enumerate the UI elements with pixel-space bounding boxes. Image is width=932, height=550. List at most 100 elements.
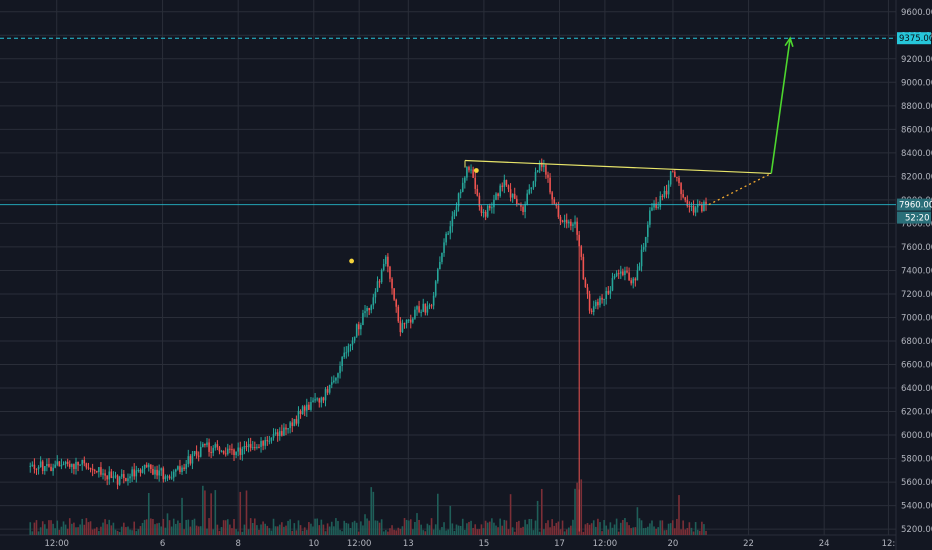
target-price-badge [897,32,931,45]
candle-body [665,190,668,195]
candle-body [603,298,605,300]
time-axis[interactable]: 12:00 6 8 10 12:00 13 15 17 12:00 20 22 24 12: [44,539,895,549]
candle-body [260,441,262,447]
x-tick-label: 20 [668,539,679,549]
volume-bar [143,519,146,535]
volume-bar [513,531,516,535]
volume-bar [301,530,304,535]
candle-body [634,278,637,281]
candle-body [374,291,377,298]
candle-body [152,468,154,475]
volume-bar [518,520,520,535]
volume-bar [368,520,370,535]
volume-bar [281,522,283,535]
candle-body [657,206,660,208]
volume-bar [243,524,246,535]
candle-body [339,365,341,374]
candle-body [368,307,370,311]
volume-bar [50,520,52,535]
volume-bar [141,522,144,535]
volume-bar [345,522,348,535]
candle-body [503,179,506,187]
volume-bar [114,529,117,535]
candle-body [71,464,73,467]
candle-body [168,476,171,479]
candle-body [193,451,196,455]
candle-body [391,278,393,289]
candle-body [486,205,489,217]
volume-bar [486,522,489,535]
volume-bar [603,520,605,535]
candle-body [366,307,368,312]
volume-bar [270,530,273,535]
candle-body [409,319,412,323]
volume-bar [630,528,632,535]
candle-body [133,469,136,477]
volume-bar [226,519,229,535]
volume-bar [160,526,163,535]
candle-body [73,464,75,469]
candle-body [563,219,566,223]
candle-body [81,459,84,465]
volume-bar [372,491,375,535]
volume-bar [376,520,379,535]
volume-bar [193,518,196,535]
candle-body [50,466,52,472]
candle-body [91,468,94,471]
candle-body [147,464,150,468]
candle-body [509,189,512,198]
candle-body [526,193,529,205]
volume-bar [613,524,616,535]
x-tick-label: 12:00 [593,539,618,549]
candle-body [308,404,310,410]
volume-bar [297,520,300,535]
candle-body [328,384,331,393]
candle-body [56,461,59,465]
candle-body [676,177,678,179]
candle-body [249,444,252,448]
candle-body [202,444,204,447]
candle-body [54,464,56,468]
candle-body [522,206,524,212]
candle-body [299,410,302,415]
volume-bar [58,529,61,535]
volume-bar [102,522,104,535]
volume-bar [349,527,352,535]
volume-bar [98,530,100,535]
target-arrow-head [784,36,794,48]
candle-body [314,399,316,401]
candle-body [378,281,381,283]
volume-bar [628,525,630,535]
candle-body [212,447,215,453]
volume-bar [694,522,697,535]
volume-bar [590,523,593,535]
candle-body [399,321,402,333]
candle-body [619,271,622,274]
current-price-label: 7960.00 [899,201,932,211]
y-tick-label: 7400.00 [901,266,932,276]
volume-bar [177,520,179,535]
volume-bar [85,518,88,535]
volume-bar [202,485,204,535]
candle-body [143,464,146,469]
candle-body [214,444,217,448]
volume-bar [79,524,81,535]
candle-body [455,206,458,213]
candle-body [432,295,435,306]
candle-body [256,446,258,448]
volume-bar [472,527,474,535]
volume-bar [254,518,256,535]
volume-bar [567,527,570,535]
volume-bar [233,519,235,535]
price-axis[interactable]: 9600.009400.009200.009000.008800.008600.… [897,8,932,535]
candle-body [538,162,541,171]
candle-body [466,167,468,178]
candle-body [443,242,445,253]
volume-bar [118,531,121,535]
candle-body [85,463,88,468]
volume-bar [75,527,77,535]
volume-bar [403,518,406,535]
y-tick-label: 8200.00 [901,172,932,182]
